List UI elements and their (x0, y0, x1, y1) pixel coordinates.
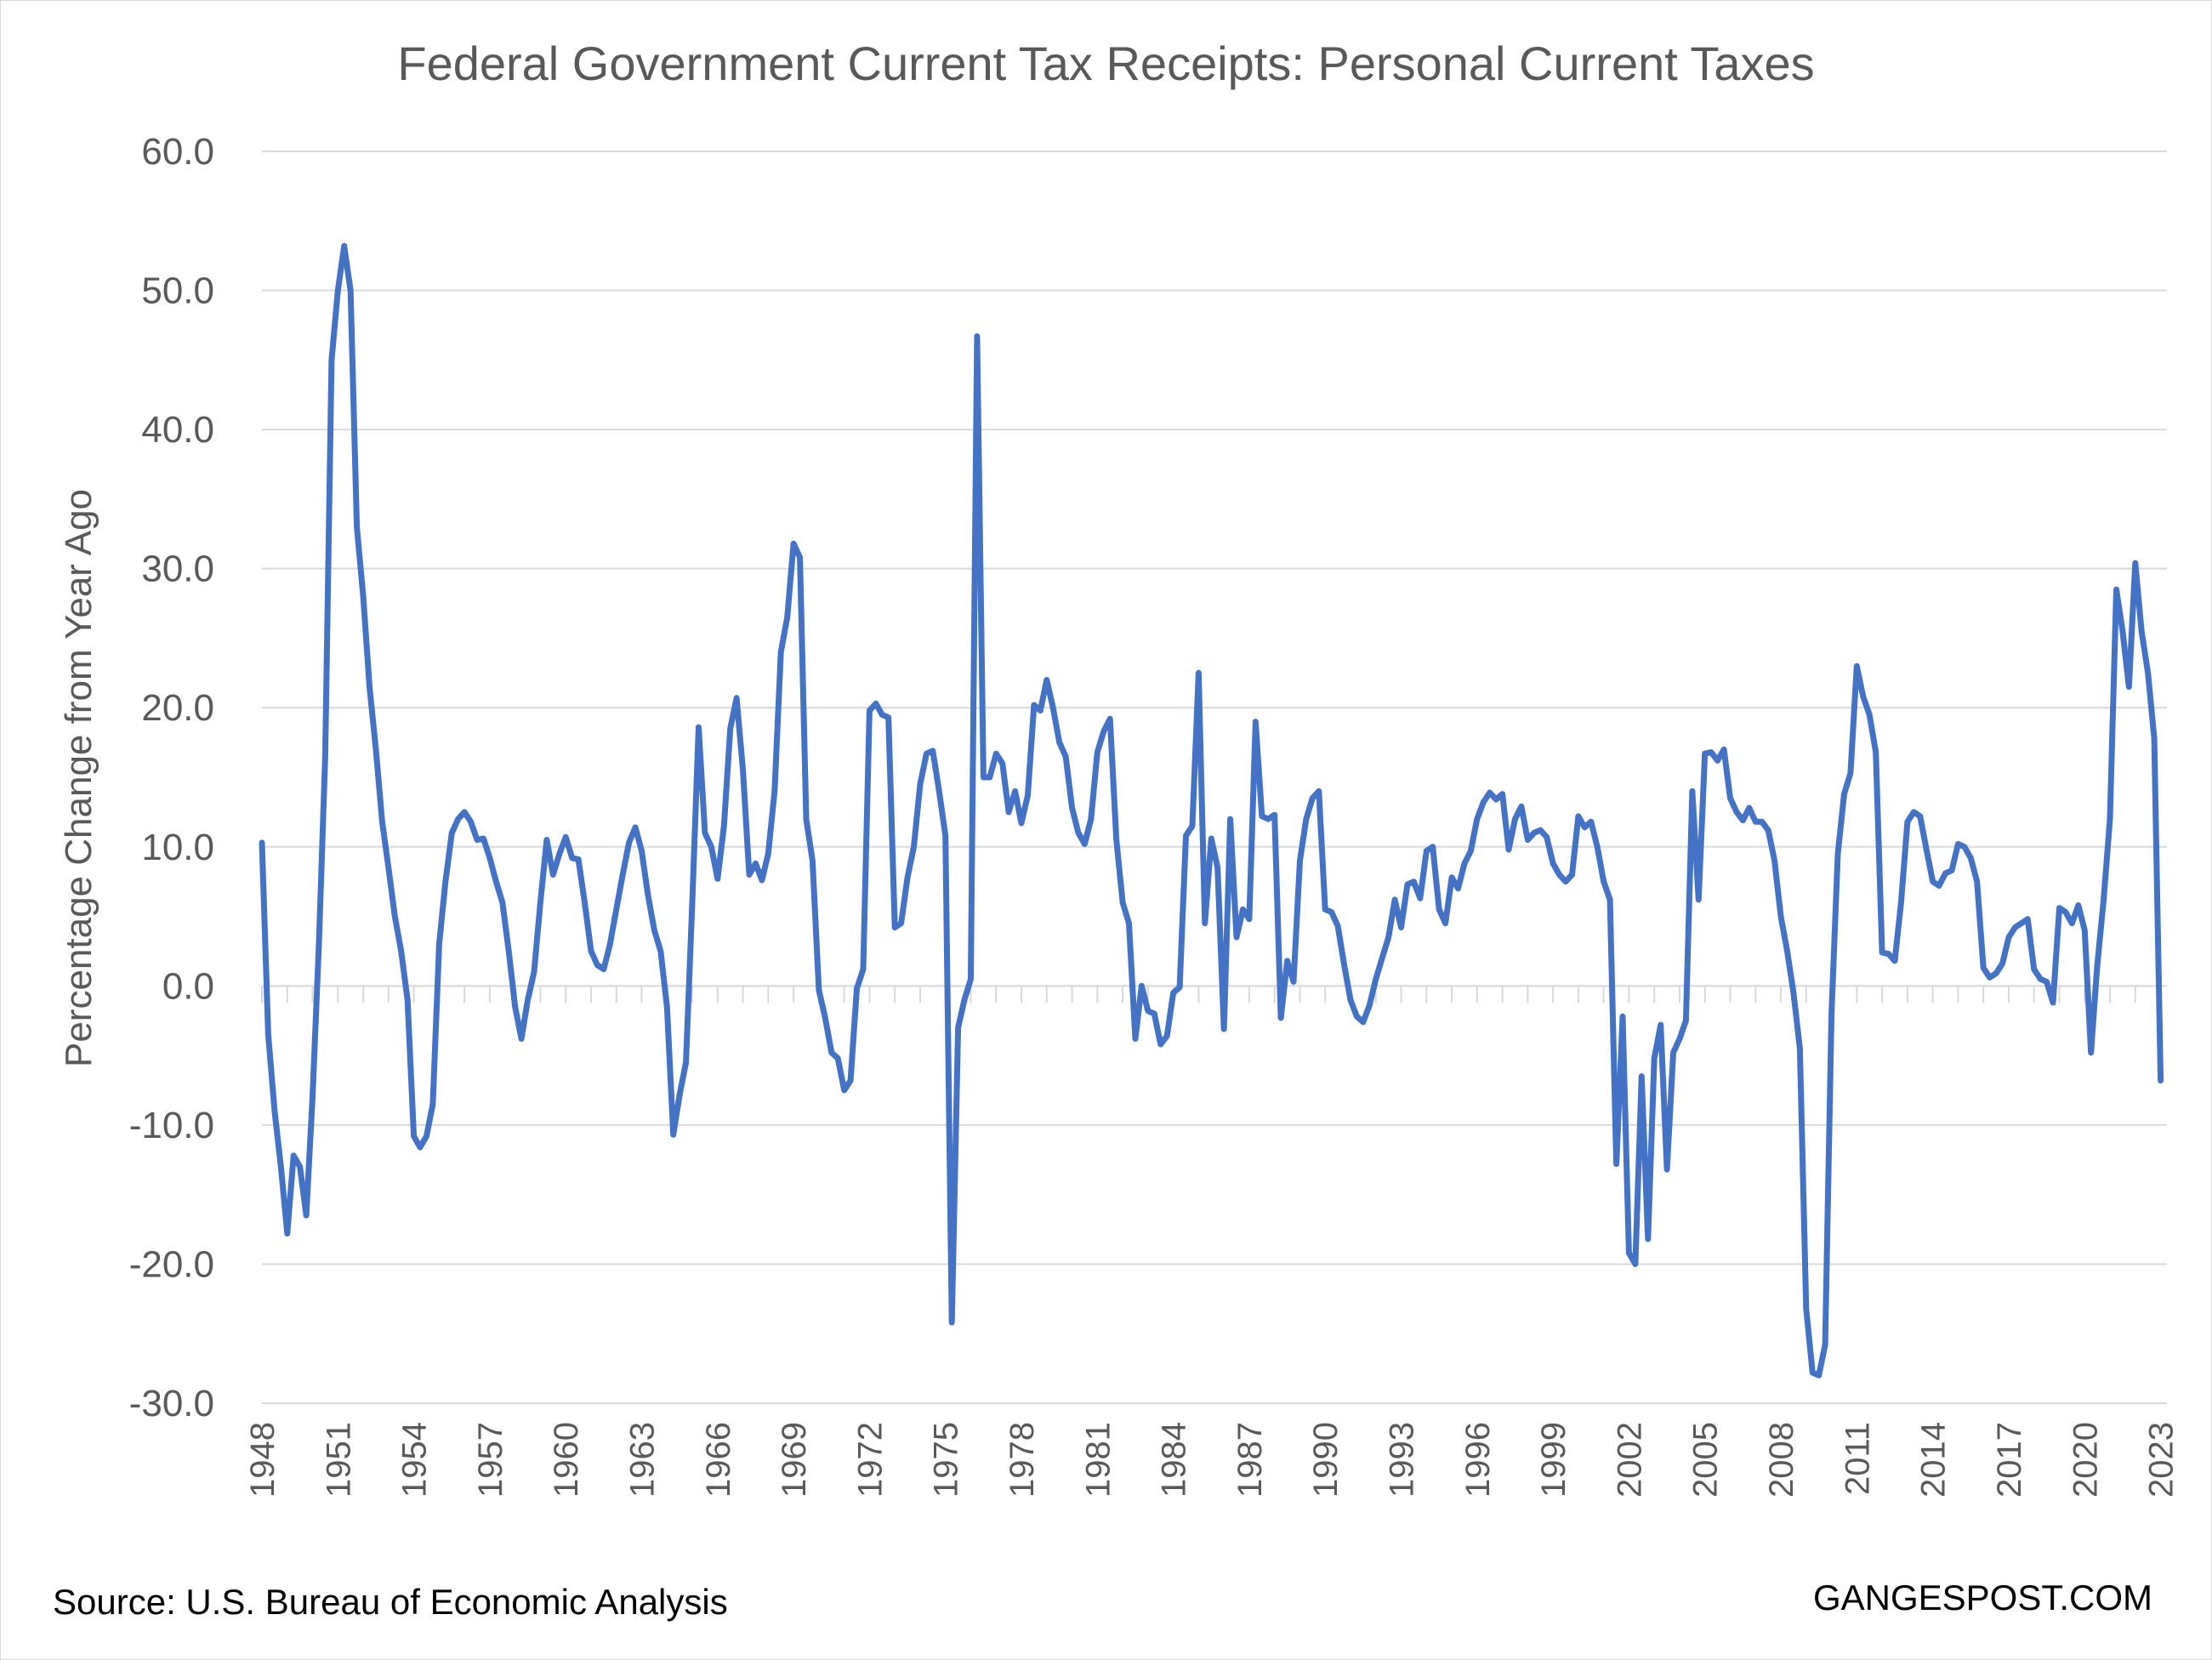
y-tick-label: 10.0 (141, 827, 214, 868)
series-group (259, 242, 2164, 1379)
x-tick-label: 1969 (776, 1422, 813, 1498)
source-note: Source: U.S. Bureau of Economic Analysis (53, 1582, 728, 1622)
x-tick-label: 1993 (1384, 1422, 1421, 1498)
x-tick-label: 1984 (1156, 1422, 1193, 1498)
x-tick-label: 2011 (1839, 1422, 1876, 1495)
x-tick-label: 1972 (851, 1422, 889, 1498)
x-tick-label: 2014 (1915, 1422, 1953, 1498)
x-tick-label: 1966 (700, 1422, 737, 1498)
x-tick-label: 2008 (1763, 1422, 1800, 1498)
x-tick-label: 2002 (1611, 1422, 1648, 1498)
x-axis-ticks: 1948 1951 1954 1957 1960 1963 1966 1969 1972 1975… (244, 1422, 2181, 1498)
y-tick-label: -20.0 (129, 1243, 214, 1285)
x-tick-label: 1990 (1307, 1422, 1345, 1498)
y-tick-label: 60.0 (141, 131, 214, 173)
x-tick-label: 1951 (320, 1422, 357, 1498)
x-tick-label: 1999 (1535, 1422, 1572, 1498)
y-tick-label: 30.0 (141, 549, 214, 590)
x-tick-label: 2020 (2067, 1422, 2104, 1498)
y-tick-label: 20.0 (141, 687, 214, 729)
x-tick-label: 1954 (396, 1422, 434, 1498)
watermark: GANGESPOST.COM (1812, 1578, 2152, 1617)
x-axis (261, 985, 2167, 1003)
y-axis-label: Percentage Change from Year Ago (58, 489, 100, 1067)
x-tick-label: 1981 (1079, 1422, 1117, 1498)
chart-title: Federal Government Current Tax Receipts:… (397, 37, 1815, 90)
x-tick-label: 1996 (1459, 1422, 1497, 1498)
x-tick-label: 1978 (1004, 1422, 1041, 1498)
y-tick-label: -30.0 (129, 1383, 214, 1424)
x-tick-label: 1960 (548, 1422, 585, 1498)
x-tick-label: 2005 (1687, 1422, 1725, 1498)
x-tick-label: 2017 (1991, 1422, 2028, 1498)
x-tick-label: 1948 (244, 1422, 281, 1498)
x-tick-label: 1957 (472, 1422, 509, 1498)
y-tick-label: -10.0 (129, 1105, 214, 1146)
y-tick-label: 50.0 (141, 270, 214, 312)
y-tick-label: 40.0 (141, 409, 214, 451)
y-axis-ticks: -30.0 -20.0 -10.0 0.0 10.0 20.0 30.0 40.0 50.0 60… (129, 131, 214, 1424)
x-tick-label: 1987 (1231, 1422, 1269, 1498)
x-tick-label: 2023 (2143, 1422, 2181, 1498)
x-tick-label: 1963 (624, 1422, 662, 1498)
x-tick-label: 1975 (928, 1422, 965, 1498)
gridlines (262, 151, 2167, 1404)
y-tick-label: 0.0 (162, 965, 214, 1007)
series-line (259, 242, 2164, 1379)
